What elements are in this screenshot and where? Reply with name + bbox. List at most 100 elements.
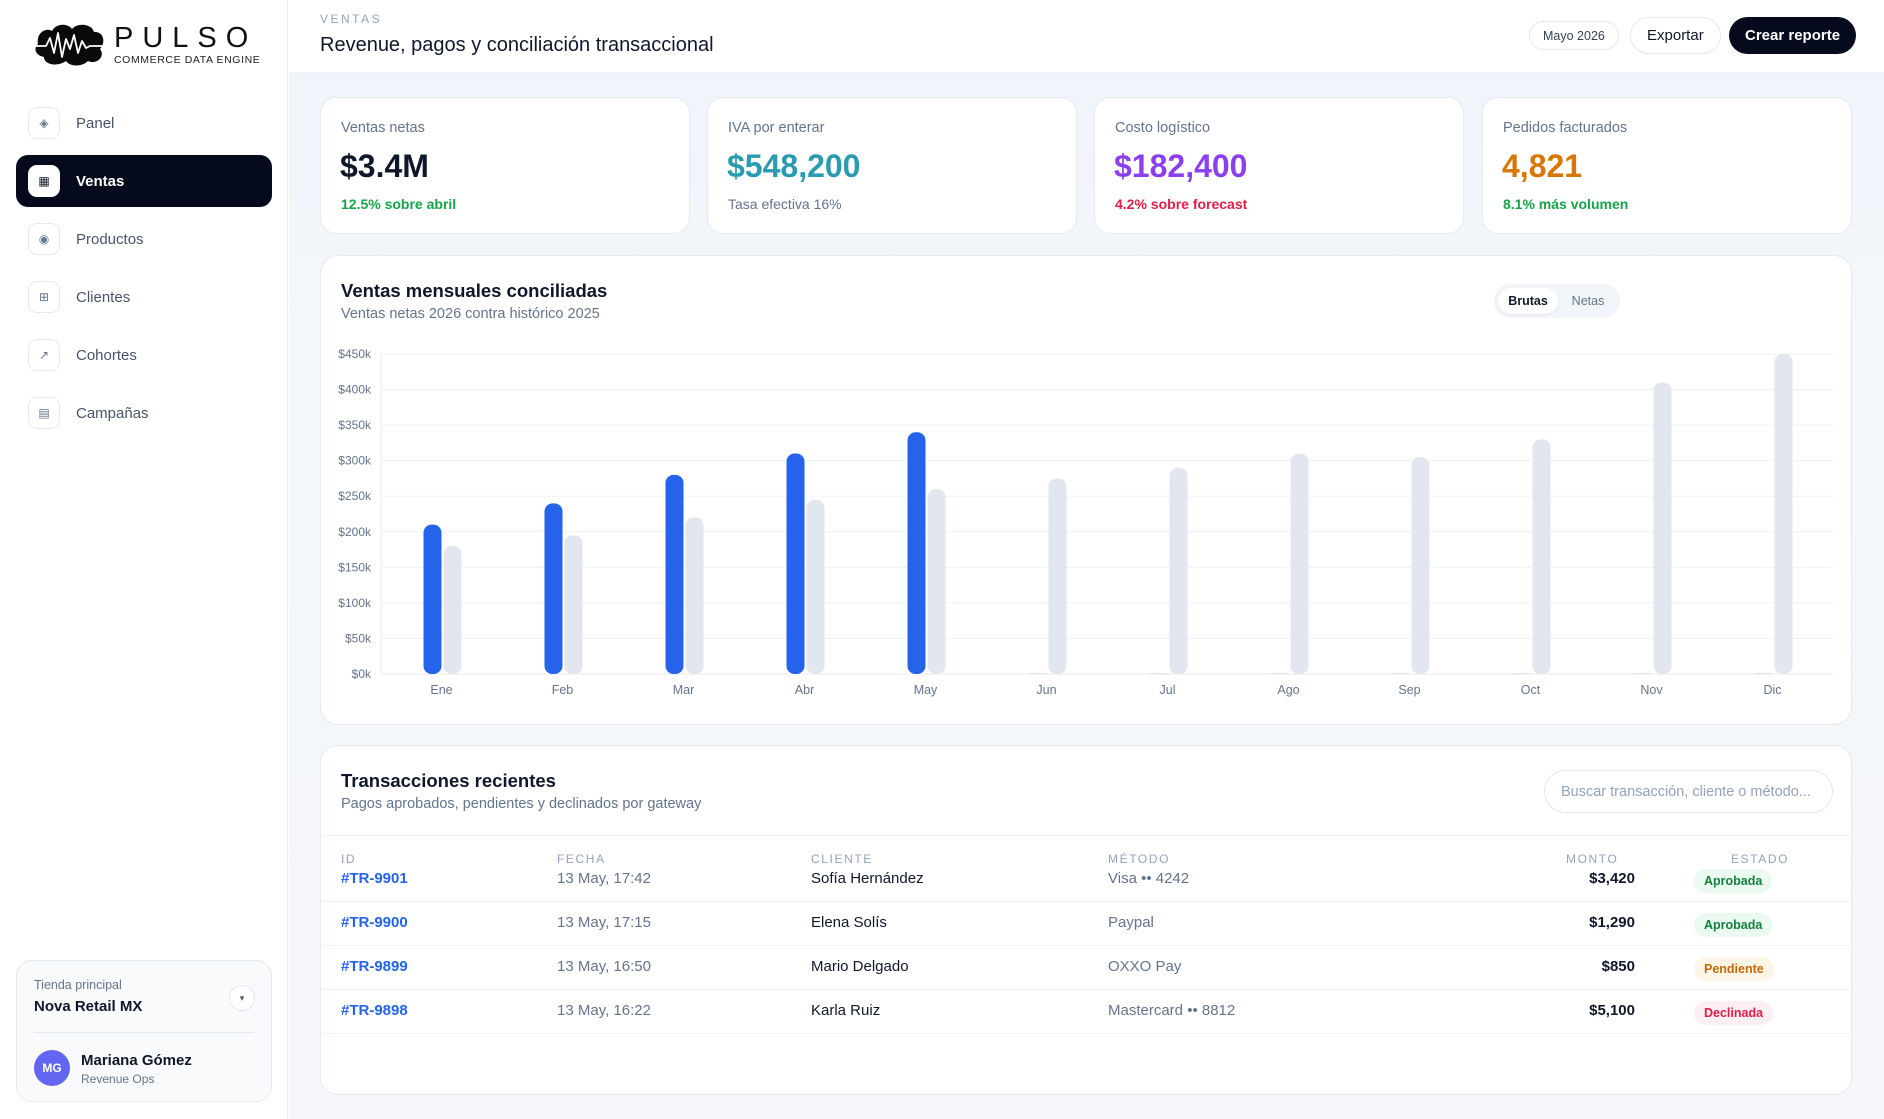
- user-name: Mariana Gómez: [81, 1052, 192, 1069]
- sidebar-item-label: Cohortes: [76, 346, 137, 364]
- column-header-amount[interactable]: MONTO: [1566, 852, 1619, 866]
- transaction-id-link[interactable]: #TR-9900: [341, 914, 408, 931]
- list-box-icon: ▤: [28, 397, 60, 429]
- bar-historico-nov: [1653, 382, 1672, 674]
- bar-actual-mar: [665, 474, 684, 674]
- transaction-method: Mastercard •• 8812: [1108, 1002, 1236, 1019]
- kpi-value: 4,821: [1502, 148, 1583, 184]
- sidebar-item-cohortes[interactable]: ↗ Cohortes: [16, 329, 272, 381]
- transaction-id-link[interactable]: #TR-9901: [341, 870, 408, 887]
- section-eyebrow: VENTAS: [320, 12, 383, 26]
- bar-historico-mar: [685, 517, 704, 674]
- x-tick-label: Abr: [795, 683, 814, 697]
- chevron-down-icon[interactable]: ▾: [229, 985, 255, 1011]
- column-header-date[interactable]: FECHA: [557, 852, 606, 866]
- export-button[interactable]: Exportar: [1630, 17, 1721, 54]
- kpi-label: Pedidos facturados: [1503, 120, 1628, 136]
- x-tick-label: Oct: [1521, 683, 1541, 697]
- diamond-icon: ◈: [28, 107, 60, 139]
- divider: [34, 1032, 254, 1033]
- transaction-method: Visa •• 4242: [1108, 870, 1190, 887]
- table-row[interactable]: #TR-9901 13 May, 17:42 Sofía Hernández Visa…: [321, 858, 1851, 902]
- bar-historico-dic: [1774, 354, 1793, 674]
- toggle-brutas[interactable]: Brutas: [1498, 288, 1558, 314]
- transaction-id-link[interactable]: #TR-9898: [341, 1002, 408, 1019]
- sidebar-item-campa-as[interactable]: ▤ Campañas: [16, 387, 272, 439]
- bar-historico-abr: [806, 499, 825, 674]
- brand-logo[interactable]: PULSO COMMERCE DATA ENGINE: [32, 18, 262, 70]
- x-tick-label: Dic: [1763, 683, 1781, 697]
- sidebar-item-label: Panel: [76, 114, 115, 132]
- period-selector[interactable]: Mayo 2026: [1529, 21, 1619, 50]
- transaction-search-input[interactable]: [1544, 770, 1833, 813]
- transaction-amount: $5,100: [1589, 1002, 1635, 1019]
- kpi-note: 8.1% más volumen: [1503, 196, 1629, 212]
- kpi-card-ventas-netas[interactable]: Ventas netas $3.4M 12.5% sobre abril: [320, 97, 690, 234]
- transactions-title: Transacciones recientes: [341, 770, 556, 791]
- store-name: Nova Retail MX: [34, 998, 143, 1015]
- x-tick-label: Nov: [1640, 683, 1663, 697]
- y-tick-label: $150k: [338, 560, 372, 574]
- kpi-card-iva[interactable]: IVA por enterar $548,200 Tasa efectiva 1…: [707, 97, 1077, 234]
- sidebar-item-label: Clientes: [76, 288, 131, 306]
- status-badge: Aprobada: [1694, 913, 1773, 937]
- transaction-date: 13 May, 16:22: [557, 1002, 651, 1019]
- gross-net-toggle: Brutas Netas: [1494, 284, 1620, 318]
- sidebar-item-productos[interactable]: ◉ Productos: [16, 213, 272, 265]
- bar-actual-ene: [423, 524, 442, 674]
- x-tick-label: Ago: [1277, 683, 1299, 697]
- y-tick-label: $250k: [338, 489, 372, 503]
- bar-actual-may: [907, 432, 926, 674]
- y-tick-label: $450k: [338, 347, 372, 361]
- transaction-client: Mario Delgado: [811, 958, 909, 975]
- bar-historico-oct: [1532, 439, 1551, 674]
- trend-arrow-icon: ↗: [28, 339, 60, 371]
- kpi-label: IVA por enterar: [728, 120, 825, 136]
- column-header-status[interactable]: ESTADO: [1731, 852, 1790, 866]
- table-row[interactable]: #TR-9898 13 May, 16:22 Karla Ruiz Mastercar…: [321, 990, 1851, 1034]
- transaction-date: 13 May, 17:15: [557, 914, 651, 931]
- transactions-card: Transacciones recientes Pagos aprobados,…: [320, 745, 1852, 1095]
- sidebar: PULSO COMMERCE DATA ENGINE ◈ Panel ▦ Ventas…: [0, 0, 288, 1119]
- sidebar-item-panel[interactable]: ◈ Panel: [16, 97, 272, 149]
- kpi-card-costo-logistico[interactable]: Costo logístico $182,400 4.2% sobre fore…: [1094, 97, 1464, 234]
- sidebar-item-ventas[interactable]: ▦ Ventas: [16, 155, 272, 207]
- y-tick-label: $350k: [338, 418, 372, 432]
- sidebar-item-label: Campañas: [76, 404, 149, 422]
- x-tick-label: Jun: [1036, 683, 1056, 697]
- bar-historico-jul: [1169, 467, 1188, 674]
- kpi-note: 12.5% sobre abril: [341, 196, 457, 212]
- avatar[interactable]: MG: [34, 1050, 70, 1086]
- transactions-subtitle: Pagos aprobados, pendientes y declinados…: [341, 796, 702, 812]
- create-report-button[interactable]: Crear reporte: [1729, 17, 1857, 54]
- x-tick-label: Ene: [430, 683, 452, 697]
- brand-tagline: COMMERCE DATA ENGINE: [114, 53, 261, 66]
- transaction-amount: $3,420: [1589, 870, 1635, 887]
- bar-historico-jun: [1048, 478, 1067, 674]
- store-switcher[interactable]: Tienda principal Nova Retail MX ▾ MG Mar…: [16, 960, 272, 1102]
- divider: [321, 835, 1851, 836]
- sidebar-item-clientes[interactable]: ⊞ Clientes: [16, 271, 272, 323]
- y-tick-label: $300k: [338, 454, 372, 468]
- y-tick-label: $50k: [345, 631, 372, 645]
- kpi-label: Costo logístico: [1115, 120, 1211, 136]
- kpi-value: $548,200: [727, 148, 861, 184]
- bar-historico-may: [927, 489, 946, 674]
- bar-actual-feb: [544, 503, 563, 674]
- transaction-method: Paypal: [1108, 914, 1154, 931]
- column-header-client[interactable]: CLIENTE: [811, 852, 873, 866]
- table-row[interactable]: #TR-9899 13 May, 16:50 Mario Delgado OXXO P…: [321, 946, 1851, 990]
- user-role: Revenue Ops: [81, 1072, 155, 1086]
- transaction-id-link[interactable]: #TR-9899: [341, 958, 408, 975]
- bar-historico-feb: [564, 535, 583, 674]
- status-badge: Aprobada: [1694, 869, 1773, 893]
- column-header-id[interactable]: ID: [341, 852, 357, 866]
- kpi-card-pedidos[interactable]: Pedidos facturados 4,821 8.1% más volume…: [1482, 97, 1852, 234]
- table-row[interactable]: #TR-9900 13 May, 17:15 Elena Solís Paypal $1…: [321, 902, 1851, 946]
- column-header-method[interactable]: MÉTODO: [1108, 852, 1171, 866]
- sidebar-item-label: Ventas: [76, 172, 125, 190]
- page-title: Revenue, pagos y conciliación transaccio…: [320, 34, 714, 56]
- toggle-netas[interactable]: Netas: [1571, 294, 1605, 308]
- main-content: VENTAS Revenue, pagos y conciliación tra…: [289, 0, 1884, 1119]
- status-badge: Declinada: [1694, 1001, 1774, 1025]
